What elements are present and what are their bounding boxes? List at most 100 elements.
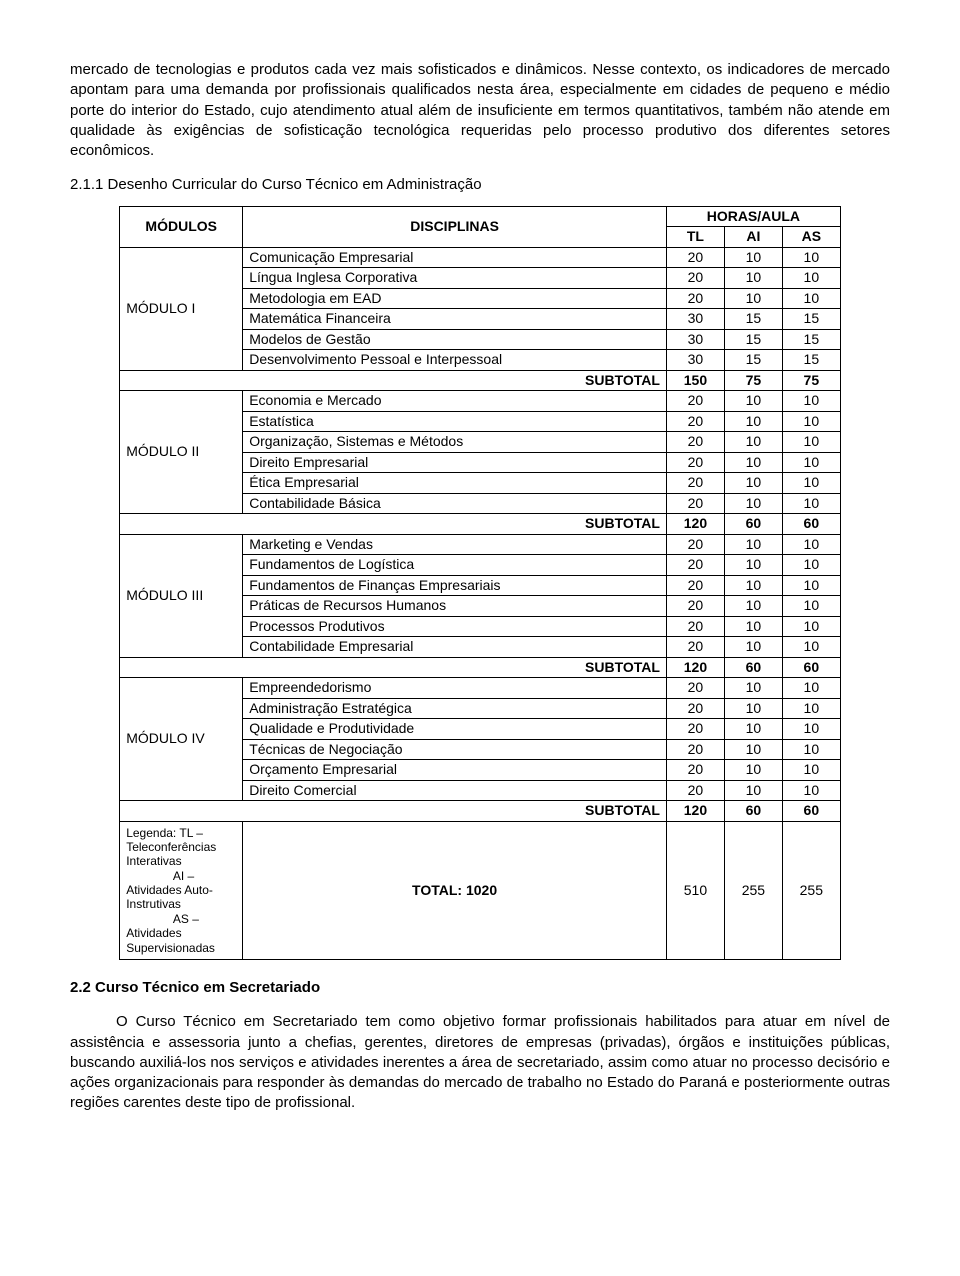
ai-cell: 15 bbox=[724, 309, 782, 330]
as-cell: 10 bbox=[782, 432, 840, 453]
as-cell: 10 bbox=[782, 678, 840, 699]
as-cell: 10 bbox=[782, 288, 840, 309]
total-ai: 255 bbox=[724, 821, 782, 960]
ai-cell: 10 bbox=[724, 739, 782, 760]
discipline-cell: Qualidade e Produtividade bbox=[243, 719, 667, 740]
col-modulos: MÓDULOS bbox=[120, 206, 243, 247]
discipline-cell: Direito Comercial bbox=[243, 780, 667, 801]
total-as: 255 bbox=[782, 821, 840, 960]
discipline-cell: Língua Inglesa Corporativa bbox=[243, 268, 667, 289]
tl-cell: 20 bbox=[666, 575, 724, 596]
ai-cell: 10 bbox=[724, 411, 782, 432]
discipline-cell: Fundamentos de Logística bbox=[243, 555, 667, 576]
as-cell: 10 bbox=[782, 575, 840, 596]
tl-cell: 20 bbox=[666, 534, 724, 555]
tl-cell: 20 bbox=[666, 452, 724, 473]
tl-cell: 20 bbox=[666, 637, 724, 658]
as-cell: 10 bbox=[782, 739, 840, 760]
discipline-cell: Processos Produtivos bbox=[243, 616, 667, 637]
ai-cell: 10 bbox=[724, 473, 782, 494]
as-cell: 10 bbox=[782, 637, 840, 658]
ai-cell: 10 bbox=[724, 719, 782, 740]
ai-cell: 10 bbox=[724, 268, 782, 289]
col-as: AS bbox=[782, 227, 840, 248]
ai-cell: 10 bbox=[724, 678, 782, 699]
as-cell: 15 bbox=[782, 350, 840, 371]
ai-cell: 10 bbox=[724, 575, 782, 596]
subtotal-row: SUBTOTAL1206060 bbox=[120, 801, 841, 822]
tl-cell: 20 bbox=[666, 432, 724, 453]
ai-cell: 15 bbox=[724, 329, 782, 350]
ai-cell: 10 bbox=[724, 596, 782, 617]
discipline-cell: Estatística bbox=[243, 411, 667, 432]
discipline-cell: Organização, Sistemas e Métodos bbox=[243, 432, 667, 453]
module-name-cell: MÓDULO I bbox=[120, 247, 243, 370]
table-header: MÓDULOS DISCIPLINAS HORAS/AULA TL AI AS bbox=[120, 206, 841, 247]
discipline-cell: Marketing e Vendas bbox=[243, 534, 667, 555]
subtotal-tl: 120 bbox=[666, 514, 724, 535]
table-row: MÓDULO IIIMarketing e Vendas201010 bbox=[120, 534, 841, 555]
total-row: Legenda: TL – Teleconferências Interativ… bbox=[120, 821, 841, 960]
discipline-cell: Fundamentos de Finanças Empresariais bbox=[243, 575, 667, 596]
ai-cell: 10 bbox=[724, 698, 782, 719]
discipline-cell: Metodologia em EAD bbox=[243, 288, 667, 309]
as-cell: 10 bbox=[782, 452, 840, 473]
as-cell: 15 bbox=[782, 329, 840, 350]
tl-cell: 20 bbox=[666, 473, 724, 494]
total-tl: 510 bbox=[666, 821, 724, 960]
ai-cell: 10 bbox=[724, 555, 782, 576]
discipline-cell: Comunicação Empresarial bbox=[243, 247, 667, 268]
col-horasaula: HORAS/AULA bbox=[666, 206, 840, 227]
tl-cell: 20 bbox=[666, 411, 724, 432]
module-name-cell: MÓDULO II bbox=[120, 391, 243, 514]
secretariado-paragraph: O Curso Técnico em Secretariado tem como… bbox=[70, 1012, 890, 1113]
subtotal-ai: 60 bbox=[724, 514, 782, 535]
subtotal-row: SUBTOTAL1206060 bbox=[120, 657, 841, 678]
subtotal-tl: 120 bbox=[666, 801, 724, 822]
as-cell: 15 bbox=[782, 309, 840, 330]
as-cell: 10 bbox=[782, 411, 840, 432]
col-tl: TL bbox=[666, 227, 724, 248]
tl-cell: 20 bbox=[666, 739, 724, 760]
tl-cell: 20 bbox=[666, 780, 724, 801]
ai-cell: 10 bbox=[724, 637, 782, 658]
subtotal-ai: 60 bbox=[724, 801, 782, 822]
total-label: TOTAL: 1020 bbox=[243, 821, 667, 960]
as-cell: 10 bbox=[782, 719, 840, 740]
as-cell: 10 bbox=[782, 780, 840, 801]
ai-cell: 10 bbox=[724, 780, 782, 801]
tl-cell: 20 bbox=[666, 719, 724, 740]
discipline-cell: Administração Estratégica bbox=[243, 698, 667, 719]
tl-cell: 20 bbox=[666, 698, 724, 719]
as-cell: 10 bbox=[782, 493, 840, 514]
subtotal-as: 60 bbox=[782, 514, 840, 535]
ai-cell: 10 bbox=[724, 391, 782, 412]
tl-cell: 20 bbox=[666, 288, 724, 309]
col-disciplinas: DISCIPLINAS bbox=[243, 206, 667, 247]
table-row: MÓDULO IComunicação Empresarial201010 bbox=[120, 247, 841, 268]
col-ai: AI bbox=[724, 227, 782, 248]
discipline-cell: Matemática Financeira bbox=[243, 309, 667, 330]
tl-cell: 20 bbox=[666, 760, 724, 781]
heading-22: 2.2 Curso Técnico em Secretariado bbox=[70, 978, 890, 998]
as-cell: 10 bbox=[782, 616, 840, 637]
discipline-cell: Desenvolvimento Pessoal e Interpessoal bbox=[243, 350, 667, 371]
subtotal-row: SUBTOTAL1507575 bbox=[120, 370, 841, 391]
tl-cell: 30 bbox=[666, 329, 724, 350]
subtotal-ai: 60 bbox=[724, 657, 782, 678]
ai-cell: 15 bbox=[724, 350, 782, 371]
curriculum-table: MÓDULOS DISCIPLINAS HORAS/AULA TL AI AS … bbox=[119, 206, 841, 961]
module-name-cell: MÓDULO IV bbox=[120, 678, 243, 801]
intro-paragraph: mercado de tecnologias e produtos cada v… bbox=[70, 60, 890, 161]
ai-cell: 10 bbox=[724, 452, 782, 473]
legend-cell: Legenda: TL – Teleconferências Interativ… bbox=[120, 821, 243, 960]
discipline-cell: Direito Empresarial bbox=[243, 452, 667, 473]
subtotal-label: SUBTOTAL bbox=[120, 657, 667, 678]
as-cell: 10 bbox=[782, 698, 840, 719]
discipline-cell: Orçamento Empresarial bbox=[243, 760, 667, 781]
tl-cell: 20 bbox=[666, 555, 724, 576]
table-row: MÓDULO IIEconomia e Mercado201010 bbox=[120, 391, 841, 412]
as-cell: 10 bbox=[782, 247, 840, 268]
ai-cell: 10 bbox=[724, 534, 782, 555]
discipline-cell: Práticas de Recursos Humanos bbox=[243, 596, 667, 617]
